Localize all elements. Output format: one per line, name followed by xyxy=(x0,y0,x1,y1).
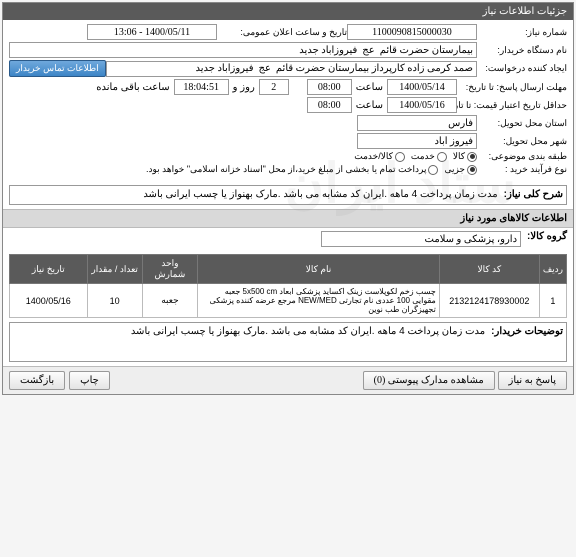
radio-service-label: خدمت xyxy=(411,151,435,162)
province-field xyxy=(357,115,477,131)
cell-name: چسب زخم لکوپلاست زينک اکسايد پزشکی ابعاد… xyxy=(198,284,440,318)
th-code: كد كالا xyxy=(439,255,539,284)
announce-field xyxy=(87,24,217,40)
radio-mixed-label: كالا/خدمت xyxy=(354,151,393,162)
th-date: تاريخ نياز xyxy=(10,255,88,284)
label-buyer: نام دستگاه خريدار: xyxy=(477,45,567,56)
contact-button[interactable]: اطلاعات تماس خريدار xyxy=(9,60,106,77)
label-need-no: شماره نياز: xyxy=(477,27,567,38)
label-announce: تاريخ و ساعت اعلان عمومی: xyxy=(217,27,347,38)
print-button[interactable]: چاپ xyxy=(69,371,110,390)
goods-table: رديف كد كالا نام كالا واحد شمارش تعداد /… xyxy=(9,254,567,318)
th-idx: رديف xyxy=(539,255,566,284)
goods-section-title: اطلاعات كالاهای مورد نياز xyxy=(3,209,573,228)
countdown-field xyxy=(174,79,229,95)
radio-mixed[interactable] xyxy=(395,152,405,162)
label-validity: حداقل تاريخ اعتبار قيمت: تا تاريخ: xyxy=(457,100,567,111)
days-field xyxy=(259,79,289,95)
table-row: 1 2132124178930002 چسب زخم لکوپلاست زينک… xyxy=(10,284,567,318)
desc-text: مدت زمان پرداخت 4 ماهه .ايران كد مشابه م… xyxy=(143,189,497,201)
label-remaining: ساعت باقی مانده xyxy=(96,82,169,93)
label-deadline: مهلت ارسال پاسخ: تا تاريخ: xyxy=(457,82,567,93)
cell-code: 2132124178930002 xyxy=(439,284,539,318)
radio-partial-label: جزيی xyxy=(444,164,465,175)
category-radio-group: كالا خدمت كالا/خدمت xyxy=(354,151,477,162)
details-panel: جزئيات اطلاعات نياز شماره نياز: تاريخ و … xyxy=(2,2,574,395)
label-city: شهر محل تحويل: xyxy=(477,136,567,147)
cell-unit: جعبه xyxy=(142,284,197,318)
need-no-field xyxy=(347,24,477,40)
cell-idx: 1 xyxy=(539,284,566,318)
deadline-date-field xyxy=(387,79,457,95)
panel-title: جزئيات اطلاعات نياز xyxy=(3,3,573,20)
radio-treasury[interactable] xyxy=(428,165,438,175)
label-process: نوع فرآيند خريد : xyxy=(477,164,567,175)
th-qty: تعداد / مقدار xyxy=(87,255,142,284)
group-field xyxy=(321,231,521,247)
back-button[interactable]: بازگشت xyxy=(9,371,65,390)
th-name: نام كالا xyxy=(198,255,440,284)
label-group: گروه كالا: xyxy=(527,231,567,247)
th-unit: واحد شمارش xyxy=(142,255,197,284)
label-requester: ايجاد كننده درخواست: xyxy=(477,63,567,74)
radio-goods[interactable] xyxy=(467,152,477,162)
reply-button[interactable]: پاسخ به نياز xyxy=(498,371,568,390)
city-field xyxy=(357,133,477,149)
requester-field xyxy=(106,61,477,77)
label-buyer-notes: توضيحات خريدار: xyxy=(491,326,563,358)
label-province: استان محل تحويل: xyxy=(477,118,567,129)
radio-goods-label: كالا xyxy=(453,151,465,162)
deadline-time-field xyxy=(307,79,352,95)
label-time-1: ساعت xyxy=(356,82,383,93)
cell-date: 1400/05/16 xyxy=(10,284,88,318)
bottom-bar: پاسخ به نياز مشاهده مدارک پيوستی (0) چاپ… xyxy=(3,366,573,394)
radio-treasury-label: پرداخت تمام يا بخشی از مبلغ خريد،از محل … xyxy=(146,164,426,175)
process-radio-group: جزيی پرداخت تمام يا بخشی از مبلغ خريد،از… xyxy=(146,164,477,175)
label-category: طبقه بندی موضوعی: xyxy=(477,151,567,162)
validity-time-field xyxy=(307,97,352,113)
label-time-2: ساعت xyxy=(356,100,383,111)
radio-service[interactable] xyxy=(437,152,447,162)
buyer-field xyxy=(9,42,477,58)
label-days: روز و xyxy=(233,82,255,93)
cell-qty: 10 xyxy=(87,284,142,318)
attachments-button[interactable]: مشاهده مدارک پيوستی (0) xyxy=(363,371,495,390)
label-desc: شرح كلی نياز: xyxy=(504,189,563,201)
radio-partial[interactable] xyxy=(467,165,477,175)
validity-date-field xyxy=(387,97,457,113)
buyer-notes-text: مدت زمان پرداخت 4 ماهه .ايران كد مشابه م… xyxy=(131,326,485,358)
